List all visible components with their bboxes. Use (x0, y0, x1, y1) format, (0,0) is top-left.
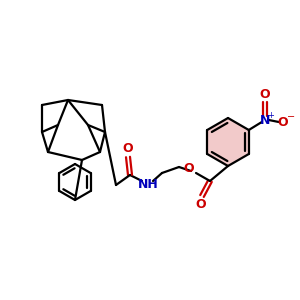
Text: NH: NH (138, 178, 158, 191)
Text: O: O (184, 163, 194, 176)
Text: −: − (287, 112, 295, 122)
Text: O: O (260, 88, 270, 101)
Text: O: O (123, 142, 133, 155)
Text: N: N (260, 113, 270, 127)
Text: O: O (278, 116, 288, 128)
Polygon shape (207, 118, 249, 166)
Text: O: O (196, 197, 206, 211)
Text: +: + (267, 112, 274, 121)
